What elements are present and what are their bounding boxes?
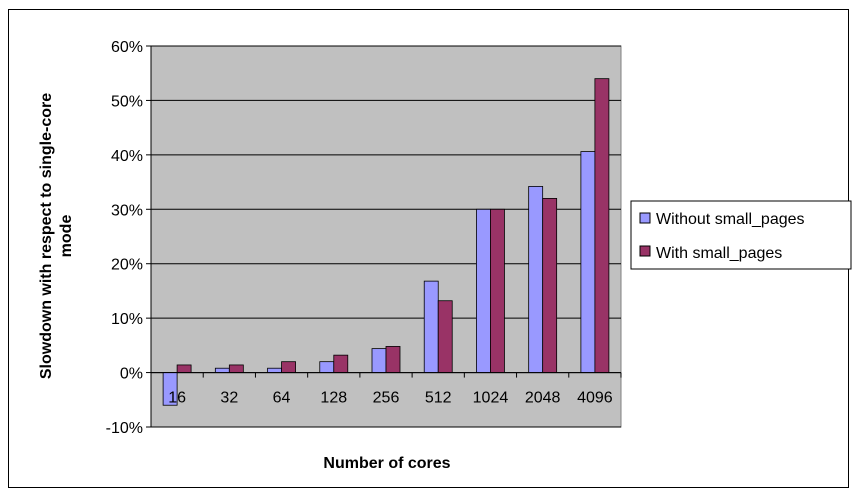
legend-label-without-small-pages: Without small_pages bbox=[656, 211, 805, 228]
bar-without-small-pages-32 bbox=[214, 367, 230, 373]
bar-without-small-pages-128 bbox=[319, 361, 335, 373]
axes bbox=[146, 45, 622, 428]
legend-label-with-small-pages: With small_pages bbox=[656, 245, 782, 262]
legend-box bbox=[630, 200, 852, 270]
bar-with-small-pages-1024 bbox=[490, 208, 505, 373]
x-tick-label: 256 bbox=[373, 390, 400, 407]
x-tick-label: 128 bbox=[320, 390, 347, 407]
bars bbox=[162, 78, 610, 406]
bar-without-small-pages-256 bbox=[371, 348, 387, 373]
bar-with-small-pages-128 bbox=[333, 354, 349, 373]
y-axis-title-line-2: mode bbox=[58, 215, 75, 258]
y-tick-label: 0% bbox=[120, 366, 143, 383]
x-tick-label: 32 bbox=[220, 390, 238, 407]
y-tick-label: 40% bbox=[111, 148, 143, 165]
bar-without-small-pages-2048 bbox=[528, 186, 544, 373]
bar-with-small-pages-16 bbox=[176, 364, 192, 373]
x-tick-label: 1024 bbox=[473, 390, 509, 407]
bar-without-small-pages-1024 bbox=[476, 208, 491, 373]
x-tick-label: 2048 bbox=[525, 390, 561, 407]
x-axis-title: Number of cores bbox=[323, 455, 450, 472]
y-tick-label: -10% bbox=[106, 420, 143, 437]
y-tick-label: 20% bbox=[111, 257, 143, 274]
bar-with-small-pages-32 bbox=[228, 364, 244, 373]
bar-with-small-pages-2048 bbox=[542, 197, 558, 373]
bar-without-small-pages-64 bbox=[267, 367, 282, 373]
x-tick-label: 4096 bbox=[577, 390, 613, 407]
y-axis-title-line-1: Slowdown with respect to single-core bbox=[38, 93, 55, 379]
bar-with-small-pages-64 bbox=[281, 361, 296, 373]
legend-swatch-without-small-pages bbox=[639, 212, 651, 224]
y-tick-labels: -10% 0% 10% 20% 30% 40% 50% 60% bbox=[106, 39, 143, 437]
x-tick-label: 64 bbox=[273, 390, 291, 407]
x-tick-label: 512 bbox=[425, 390, 452, 407]
bar-without-small-pages-4096 bbox=[580, 151, 596, 373]
y-tick-label: 10% bbox=[111, 311, 143, 328]
x-tick-label: 16 bbox=[168, 390, 186, 407]
legend-swatch-with-small-pages bbox=[639, 245, 651, 257]
y-tick-label: 30% bbox=[111, 202, 143, 219]
x-tick-labels: 16 32 64 128 256 512 1024 2048 4096 bbox=[168, 390, 613, 407]
bar-with-small-pages-256 bbox=[385, 346, 401, 373]
y-tick-label: 60% bbox=[111, 39, 143, 56]
bar-without-small-pages-512 bbox=[423, 280, 439, 373]
bar-with-small-pages-4096 bbox=[594, 78, 610, 373]
legend: Without small_pages With small_pages bbox=[630, 200, 852, 270]
bar-with-small-pages-512 bbox=[437, 300, 453, 373]
y-tick-label: 50% bbox=[111, 93, 143, 110]
